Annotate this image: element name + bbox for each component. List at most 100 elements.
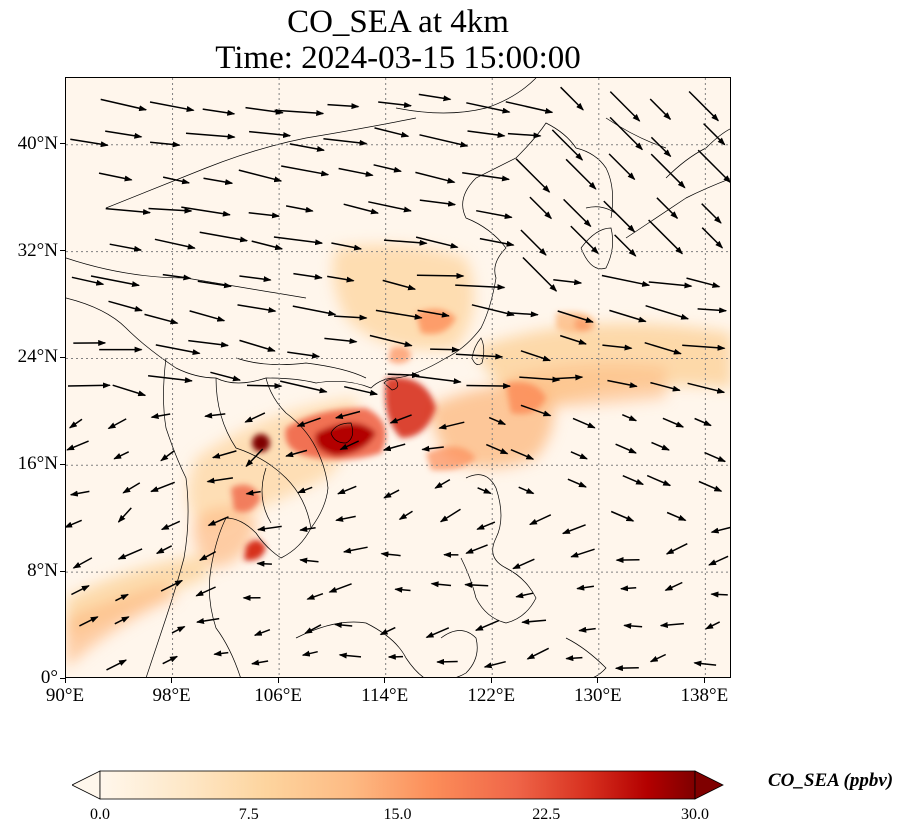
colorbar-tick-label: 7.5	[238, 806, 259, 823]
wind-arrow	[328, 583, 352, 593]
wind-arrow	[251, 240, 284, 251]
wind-arrow	[324, 337, 358, 345]
wind-arrow	[344, 385, 379, 396]
wind-arrow	[378, 101, 412, 108]
wind-arrow	[662, 417, 685, 428]
wind-arrow	[572, 417, 596, 429]
wind-arrow	[382, 443, 406, 452]
lon-tick-mark	[171, 678, 173, 683]
wind-arrow	[239, 275, 272, 283]
map-canvas	[66, 78, 730, 677]
wind-arrow	[512, 558, 535, 570]
wind-arrow	[297, 486, 313, 494]
wind-arrow	[213, 650, 229, 657]
colorbar-tick-label: 0.0	[90, 806, 110, 823]
wind-arrow	[466, 383, 512, 390]
wind-arrow	[383, 239, 428, 246]
wind-arrow	[289, 143, 325, 152]
wind-arrow	[520, 350, 552, 362]
wind-arrow	[199, 550, 217, 561]
wind-arrow	[559, 334, 587, 345]
wind-arrow	[70, 138, 109, 148]
wind-arrow	[375, 309, 423, 320]
colorbar-min-extend	[72, 770, 101, 800]
wind-arrow	[207, 516, 229, 527]
wind-arrow	[337, 485, 357, 495]
wind-arrow	[438, 421, 465, 430]
wind-arrow	[108, 300, 143, 312]
wind-arrow	[563, 198, 592, 228]
wind-arrow	[622, 414, 638, 422]
lat-tick-label: 24°N	[17, 346, 58, 368]
wind-arrow	[648, 219, 684, 255]
wind-arrow	[476, 521, 496, 530]
wind-arrow	[483, 660, 506, 669]
wind-arrow	[477, 487, 492, 495]
wind-arrow	[418, 93, 452, 102]
wind-arrow	[155, 344, 201, 356]
wind-arrow	[607, 379, 638, 388]
wind-arrow	[551, 129, 584, 161]
lat-tick-label: 16°N	[17, 453, 58, 475]
wind-arrow	[105, 130, 143, 139]
wind-arrow	[285, 449, 308, 458]
lon-tick-label: 138°E	[680, 685, 729, 706]
wind-arrow	[521, 618, 547, 625]
wind-arrow	[206, 477, 234, 484]
wind-arrow	[334, 410, 361, 420]
wind-arrow	[609, 91, 641, 122]
wind-arrow	[650, 153, 686, 189]
wind-arrow	[71, 585, 90, 596]
lon-tick-mark	[277, 678, 279, 683]
wind-arrow	[650, 136, 672, 158]
wind-arrow	[281, 165, 330, 177]
wind-arrow	[343, 203, 379, 215]
wind-arrow	[144, 313, 179, 325]
colorbar-tick-label: 15.0	[383, 806, 412, 823]
wind-arrow	[645, 304, 690, 320]
wind-arrow	[507, 132, 542, 139]
wind-arrow	[710, 591, 728, 598]
wind-arrow	[520, 404, 552, 417]
lat-tick-label: 32°N	[17, 239, 58, 261]
wind-arrow	[648, 281, 693, 289]
wind-arrow	[419, 199, 457, 207]
wind-arrow	[565, 655, 583, 662]
wind-arrow	[100, 98, 148, 112]
wind-arrow	[398, 510, 413, 521]
wind-arrow	[649, 98, 672, 121]
wind-arrow	[197, 280, 232, 289]
wind-arrow	[293, 272, 323, 280]
wind-arrow	[274, 109, 325, 117]
wind-arrow	[389, 414, 412, 424]
wind-arrow	[304, 624, 322, 635]
wind-arrow	[462, 172, 510, 182]
wind-arrow	[560, 86, 584, 111]
wind-arrow	[296, 417, 321, 427]
wind-arrow	[306, 592, 324, 600]
wind-arrow	[430, 581, 452, 588]
wind-arrow	[122, 482, 141, 494]
lat-tick-mark	[60, 677, 65, 679]
wind-arrow	[650, 381, 681, 392]
wind-arrow	[656, 197, 679, 220]
wind-arrow	[188, 339, 229, 348]
wind-arrow	[609, 116, 644, 151]
wind-arrow	[244, 412, 266, 423]
lat-tick-mark	[60, 356, 65, 358]
lat-tick-mark	[60, 143, 65, 145]
wind-arrow	[522, 256, 558, 292]
wind-arrow	[710, 526, 730, 534]
wind-arrow	[519, 376, 561, 383]
wind-arrow	[148, 375, 193, 384]
wind-arrow	[117, 548, 143, 560]
wind-arrow	[644, 341, 682, 355]
wind-arrow	[609, 309, 647, 323]
wind-arrow	[515, 158, 551, 193]
wind-arrow	[199, 231, 249, 243]
wind-arrow	[98, 172, 133, 182]
wind-arrow	[115, 593, 129, 602]
wind-arrow	[181, 206, 231, 217]
wind-arrow	[557, 310, 594, 323]
wind-arrow	[417, 309, 450, 318]
